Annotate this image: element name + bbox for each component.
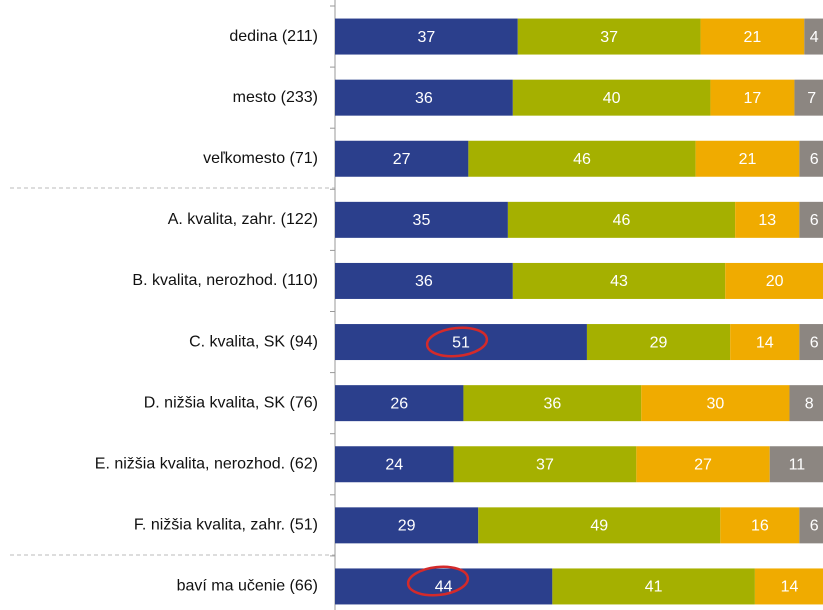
bar-segment bbox=[552, 568, 755, 605]
bar-segment bbox=[335, 324, 587, 361]
value-label: 24 bbox=[385, 456, 403, 473]
value-label: 36 bbox=[543, 395, 561, 412]
bar-segment bbox=[335, 446, 454, 483]
value-label: 44 bbox=[435, 579, 453, 596]
value-label: 37 bbox=[600, 29, 618, 46]
bar-segment bbox=[468, 140, 696, 177]
bar-segment bbox=[335, 507, 479, 544]
bar-segment bbox=[804, 18, 823, 55]
bar-segment bbox=[730, 324, 800, 361]
category-label: E. nižšia kvalita, nerozhod. (62) bbox=[95, 455, 318, 472]
value-label: 17 bbox=[744, 90, 762, 107]
value-label: 26 bbox=[390, 395, 408, 412]
value-label: 21 bbox=[739, 151, 757, 168]
bar-segment bbox=[769, 446, 823, 483]
value-label: 36 bbox=[415, 90, 433, 107]
bar-segment bbox=[641, 385, 790, 422]
category-label: D. nižšia kvalita, SK (76) bbox=[144, 394, 318, 411]
value-label: 11 bbox=[789, 456, 806, 473]
bar-segment bbox=[754, 568, 823, 605]
bar-segment bbox=[512, 262, 726, 299]
bar-segment bbox=[725, 262, 823, 299]
value-label: 21 bbox=[744, 29, 762, 46]
value-label: 43 bbox=[610, 273, 628, 290]
value-label: 6 bbox=[810, 518, 819, 535]
highlight-circle bbox=[425, 326, 489, 358]
bar-segment bbox=[335, 18, 518, 55]
bar-segment bbox=[507, 201, 736, 238]
value-label: 51 bbox=[452, 334, 470, 351]
bar-segment bbox=[586, 324, 731, 361]
value-label: 4 bbox=[810, 29, 819, 46]
bar-segment bbox=[478, 507, 721, 544]
bar-segment bbox=[735, 201, 800, 238]
bar-segment bbox=[700, 18, 805, 55]
bar-segment bbox=[512, 79, 711, 116]
value-label: 46 bbox=[573, 151, 591, 168]
bar-segment bbox=[335, 140, 469, 177]
value-label: 46 bbox=[613, 212, 631, 229]
value-label: 6 bbox=[810, 334, 819, 351]
value-label: 14 bbox=[756, 334, 774, 351]
bar-segment bbox=[335, 262, 513, 299]
bar-segment bbox=[463, 385, 642, 422]
value-label: 40 bbox=[603, 90, 621, 107]
value-label: 37 bbox=[536, 456, 554, 473]
bar-segment bbox=[335, 79, 513, 116]
category-label: dedina (211) bbox=[229, 28, 318, 45]
category-label: C. kvalita, SK (94) bbox=[189, 333, 318, 350]
value-label: 41 bbox=[645, 579, 663, 596]
category-label: B. kvalita, nerozhod. (110) bbox=[132, 272, 318, 289]
bar-segment bbox=[636, 446, 770, 483]
value-label: 16 bbox=[751, 518, 769, 535]
value-label: 14 bbox=[781, 579, 799, 596]
bar-segment bbox=[720, 507, 800, 544]
value-label: 49 bbox=[590, 518, 608, 535]
bar-segment bbox=[710, 79, 795, 116]
bar-segment bbox=[335, 201, 508, 238]
value-label: 29 bbox=[650, 334, 668, 351]
bar-segment bbox=[517, 18, 701, 55]
category-label: A. kvalita, zahr. (122) bbox=[168, 211, 318, 228]
value-label: 13 bbox=[758, 212, 776, 229]
value-label: 30 bbox=[706, 395, 724, 412]
bar-segment bbox=[335, 568, 553, 605]
category-label: mesto (233) bbox=[233, 89, 318, 106]
value-label: 36 bbox=[415, 273, 433, 290]
value-label: 29 bbox=[398, 518, 416, 535]
value-label: 27 bbox=[393, 151, 411, 168]
bar-segment bbox=[794, 79, 823, 116]
value-label: 20 bbox=[766, 273, 784, 290]
value-label: 37 bbox=[417, 29, 435, 46]
value-label: 27 bbox=[694, 456, 712, 473]
bar-segment bbox=[453, 446, 637, 483]
bar-segment bbox=[335, 385, 464, 422]
value-label: 6 bbox=[810, 212, 819, 229]
bar-segment bbox=[799, 507, 823, 544]
bar-segment bbox=[799, 140, 823, 177]
value-label: 7 bbox=[807, 90, 816, 107]
value-label: 8 bbox=[805, 395, 814, 412]
value-label: 6 bbox=[810, 151, 819, 168]
category-label: veľkomesto (71) bbox=[203, 150, 318, 167]
bar-segment bbox=[799, 324, 823, 361]
bar-segment bbox=[789, 385, 823, 422]
bar-segment bbox=[799, 201, 823, 238]
category-label: F. nižšia kvalita, zahr. (51) bbox=[134, 517, 318, 534]
category-label: baví ma učenie (66) bbox=[177, 578, 318, 595]
highlight-circle bbox=[406, 565, 470, 597]
bar-segment bbox=[695, 140, 800, 177]
value-label: 35 bbox=[413, 212, 431, 229]
